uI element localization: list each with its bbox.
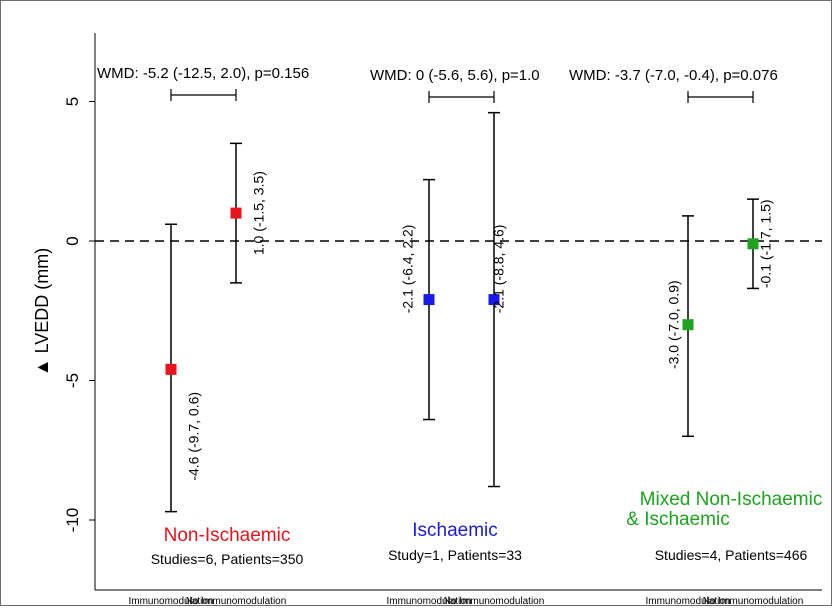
value-label: -3.0 (-7.0, 0.9): [666, 280, 682, 369]
x-tick-label: Immunomodulation: [128, 596, 213, 607]
group-info: Studies=4, Patients=466: [655, 547, 808, 563]
point-estimate: [165, 363, 177, 375]
y-axis-title: ▲ LVEDD (mm): [32, 248, 52, 376]
point-estimate: [747, 238, 759, 250]
y-tick-label: -5: [63, 373, 82, 388]
point-estimate: [423, 294, 435, 306]
value-label: -2.1 (-8.8, 4.6): [491, 225, 507, 314]
point-estimate: [682, 319, 694, 331]
marks: [165, 89, 759, 513]
value-label: -4.6 (-9.7, 0.6): [186, 392, 202, 481]
value-label: -2.1 (-6.4, 2.2): [400, 225, 416, 314]
value-label: -0.1 (-1.7, 1.5): [758, 199, 774, 288]
x-tick-label: No Immunomodulation: [444, 596, 545, 607]
group-title-line2: & Ischaemic: [626, 509, 729, 530]
group-info: Studies=6, Patients=350: [151, 551, 304, 567]
x-tick-label: No Immunomodulation: [703, 596, 804, 607]
y-tick-label: 5: [63, 97, 82, 106]
labels: -4.6 (-9.7, 0.6) 1.0 (-1.5, 3.5) WMD: -5.2…: [97, 65, 822, 567]
x-tick-label: Immunomodulation: [386, 596, 471, 607]
group-title: Mixed Non-Ischaemic: [640, 489, 823, 510]
wmd-label: WMD: -5.2 (-12.5, 2.0), p=0.156: [97, 65, 309, 82]
x-tick-label: Immunomodulation: [645, 596, 730, 607]
y-tick-label: -10: [63, 508, 82, 533]
wmd-label: WMD: -3.7 (-7.0, -0.4), p=0.076: [569, 67, 778, 84]
point-estimate: [230, 207, 242, 219]
x-tick-label: No Immunomodulation: [186, 596, 287, 607]
point-estimate: [488, 294, 500, 306]
group-title: Ischaemic: [412, 520, 498, 541]
y-tick-label: 0: [63, 236, 82, 245]
value-label: 1.0 (-1.5, 3.5): [251, 171, 267, 255]
group-title: Non-Ischaemic: [164, 525, 291, 546]
wmd-label: WMD: 0 (-5.6, 5.6), p=1.0: [370, 67, 540, 84]
group-info: Study=1, Patients=33: [388, 547, 522, 563]
